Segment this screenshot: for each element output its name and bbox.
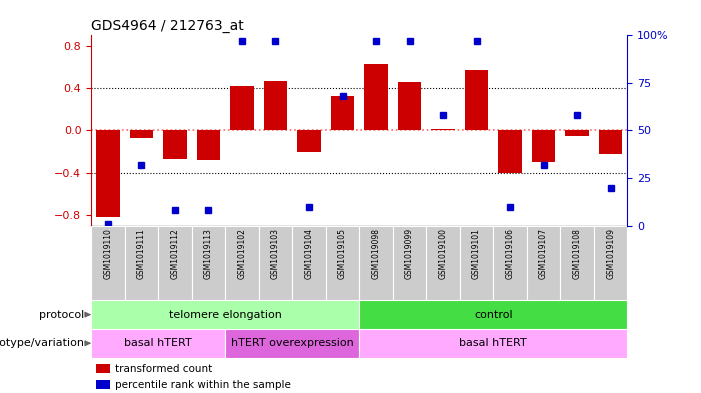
Bar [163, 130, 186, 159]
Text: percentile rank within the sample: percentile rank within the sample [115, 380, 291, 389]
Text: GSM1019105: GSM1019105 [338, 228, 347, 279]
Text: GSM1019113: GSM1019113 [204, 228, 213, 279]
Bar [494, 226, 527, 300]
Bar [365, 64, 388, 130]
Bar [560, 226, 594, 300]
Bar [326, 226, 359, 300]
Text: GSM1019104: GSM1019104 [304, 228, 313, 279]
Bar [460, 226, 494, 300]
Bar [393, 226, 426, 300]
Bar [97, 380, 110, 389]
Text: GSM1019101: GSM1019101 [472, 228, 481, 279]
Text: genotype/variation: genotype/variation [0, 338, 84, 348]
Text: GSM1019098: GSM1019098 [372, 228, 381, 279]
Bar [225, 329, 360, 358]
Text: GSM1019100: GSM1019100 [439, 228, 447, 279]
Text: GSM1019099: GSM1019099 [405, 228, 414, 279]
Bar [259, 226, 292, 300]
Text: transformed count: transformed count [115, 364, 212, 374]
Text: GSM1019102: GSM1019102 [238, 228, 247, 279]
Bar [566, 130, 589, 136]
Bar [532, 130, 555, 162]
Bar [297, 130, 321, 152]
Text: GSM1019111: GSM1019111 [137, 228, 146, 279]
Text: protocol: protocol [39, 310, 84, 320]
Text: basal hTERT: basal hTERT [459, 338, 527, 348]
Text: GSM1019110: GSM1019110 [103, 228, 112, 279]
Text: GSM1019106: GSM1019106 [505, 228, 515, 279]
Bar [331, 95, 354, 130]
Bar [91, 300, 359, 329]
Text: telomere elongation: telomere elongation [169, 310, 282, 320]
Text: GSM1019103: GSM1019103 [271, 228, 280, 279]
Bar [359, 329, 627, 358]
Bar [91, 329, 225, 358]
Text: hTERT overexpression: hTERT overexpression [231, 338, 353, 348]
Bar [191, 226, 225, 300]
Text: basal hTERT: basal hTERT [124, 338, 192, 348]
Bar [426, 226, 460, 300]
Text: GSM1019108: GSM1019108 [573, 228, 582, 279]
Bar [125, 226, 158, 300]
Bar [130, 130, 153, 138]
Bar [527, 226, 560, 300]
Bar [359, 226, 393, 300]
Bar [225, 226, 259, 300]
Bar [91, 226, 125, 300]
Bar [264, 81, 287, 130]
Text: GDS4964 / 212763_at: GDS4964 / 212763_at [91, 19, 244, 33]
Text: GSM1019112: GSM1019112 [170, 228, 179, 279]
Bar [465, 70, 489, 130]
Bar [197, 130, 220, 160]
Bar [498, 130, 522, 173]
Text: control: control [474, 310, 512, 320]
Bar [97, 364, 110, 373]
Bar [599, 130, 622, 154]
Text: GSM1019107: GSM1019107 [539, 228, 548, 279]
Bar [359, 300, 627, 329]
Bar [230, 86, 254, 130]
Bar [397, 82, 421, 130]
Text: GSM1019109: GSM1019109 [606, 228, 615, 279]
Bar [292, 226, 326, 300]
Bar [96, 130, 120, 217]
Bar [431, 129, 455, 130]
Bar [594, 226, 627, 300]
Bar [158, 226, 191, 300]
